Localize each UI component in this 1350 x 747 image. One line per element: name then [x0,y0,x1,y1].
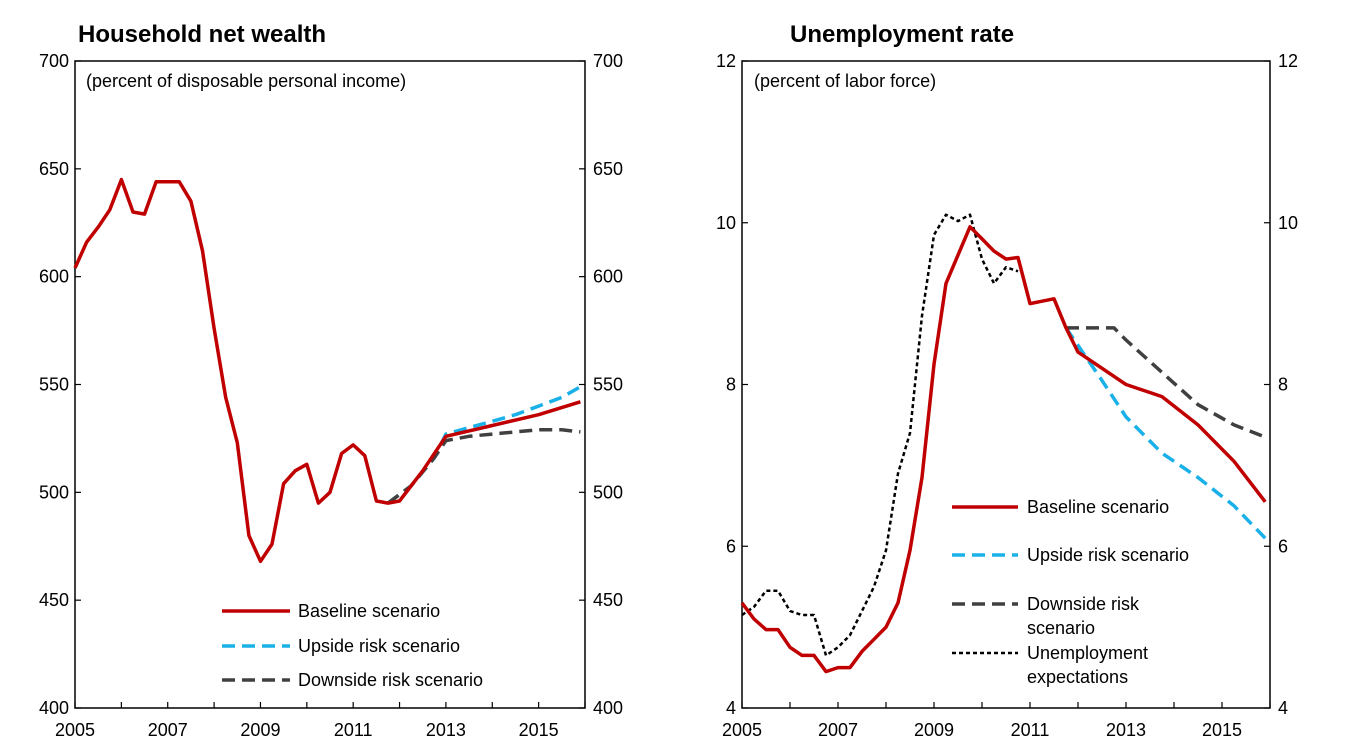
y-tick-label-right: 6 [1278,536,1288,556]
legend-label: scenario [1027,618,1095,638]
y-tick-label-right: 12 [1278,51,1298,71]
x-tick-label: 2009 [240,720,280,740]
series-line-downside-risk-scenario [1066,326,1266,439]
x-tick-label: 2009 [914,720,954,740]
chart-title: Unemployment rate [790,21,1014,48]
y-tick-label-left: 600 [39,267,69,287]
legend-label: Baseline scenario [298,601,440,621]
series-lines [73,177,582,564]
x-tick-label: 2011 [1011,720,1050,740]
x-tick-label: 2007 [148,720,188,740]
x-tick-label: 2013 [426,720,466,740]
series-line-baseline-scenario [740,225,1267,674]
legend-label: Downside risk [1027,594,1140,614]
y-tick-label-left: 6 [726,536,736,556]
series-lines [740,213,1267,674]
y-tick-label-right: 10 [1278,213,1298,233]
x-tick-label: 2015 [1202,720,1242,740]
y-tick-label-left: 550 [39,375,69,395]
axis-ticks: 4 4 6 6 8 8 10 10 12 12 2005 2007 2009 2011 2013 2015 [716,51,1298,740]
y-tick-label-left: 8 [726,375,736,395]
plot-frame [741,60,1271,709]
y-tick-label-right: 600 [593,267,623,287]
legend: Baseline scenario Upside risk scenario Dow… [952,497,1189,687]
legend-label: Baseline scenario [1027,497,1169,517]
y-tick-label-right: 500 [593,482,623,502]
x-tick-label: 2005 [722,720,762,740]
y-tick-label-left: 12 [716,51,736,71]
household-net-wealth-chart: Household net wealth (percent of disposa… [39,21,623,740]
y-tick-label-right: 8 [1278,375,1288,395]
x-tick-label: 2011 [334,720,373,740]
series-line-unemployment-expectations [741,213,1019,657]
legend-label: Upside risk scenario [298,636,460,656]
unemployment-rate-chart: Unemployment rate (percent of labor forc… [716,21,1298,740]
chart-subtitle: (percent of labor force) [754,71,936,91]
legend-label: Upside risk scenario [1027,545,1189,565]
chart-subtitle: (percent of disposable personal income) [86,71,406,91]
chart-title: Household net wealth [78,21,326,48]
x-tick-label: 2005 [55,720,95,740]
legend-label: Downside risk scenario [298,670,483,690]
y-tick-label-right: 550 [593,375,623,395]
series-line-downside-risk-scenario [386,428,581,505]
x-tick-label: 2013 [1106,720,1146,740]
y-tick-label-right: 4 [1278,698,1288,718]
y-tick-label-left: 500 [39,482,69,502]
y-tick-label-left: 700 [39,51,69,71]
legend-label: Unemployment [1027,643,1148,663]
series-line-upside-risk-scenario [1064,326,1267,540]
y-tick-label-right: 450 [593,590,623,610]
y-tick-label-left: 450 [39,590,69,610]
legend: Baseline scenario Upside risk scenario Dow… [222,601,483,690]
axis-ticks: 400 400 450 450 500 500 550 550 600 600 650 650 700 7… [39,51,623,740]
y-tick-label-right: 650 [593,159,623,179]
x-tick-label: 2015 [519,720,559,740]
series-line-baseline-scenario [73,177,581,564]
y-tick-label-left: 400 [39,698,69,718]
y-tick-label-right: 400 [593,698,623,718]
y-tick-label-right: 700 [593,51,623,71]
series-line-upside-risk-scenario [386,385,582,505]
y-tick-label-left: 10 [716,213,736,233]
y-tick-label-left: 4 [726,698,736,718]
legend-label: expectations [1027,667,1128,687]
x-tick-label: 2007 [818,720,858,740]
y-tick-label-left: 650 [39,159,69,179]
